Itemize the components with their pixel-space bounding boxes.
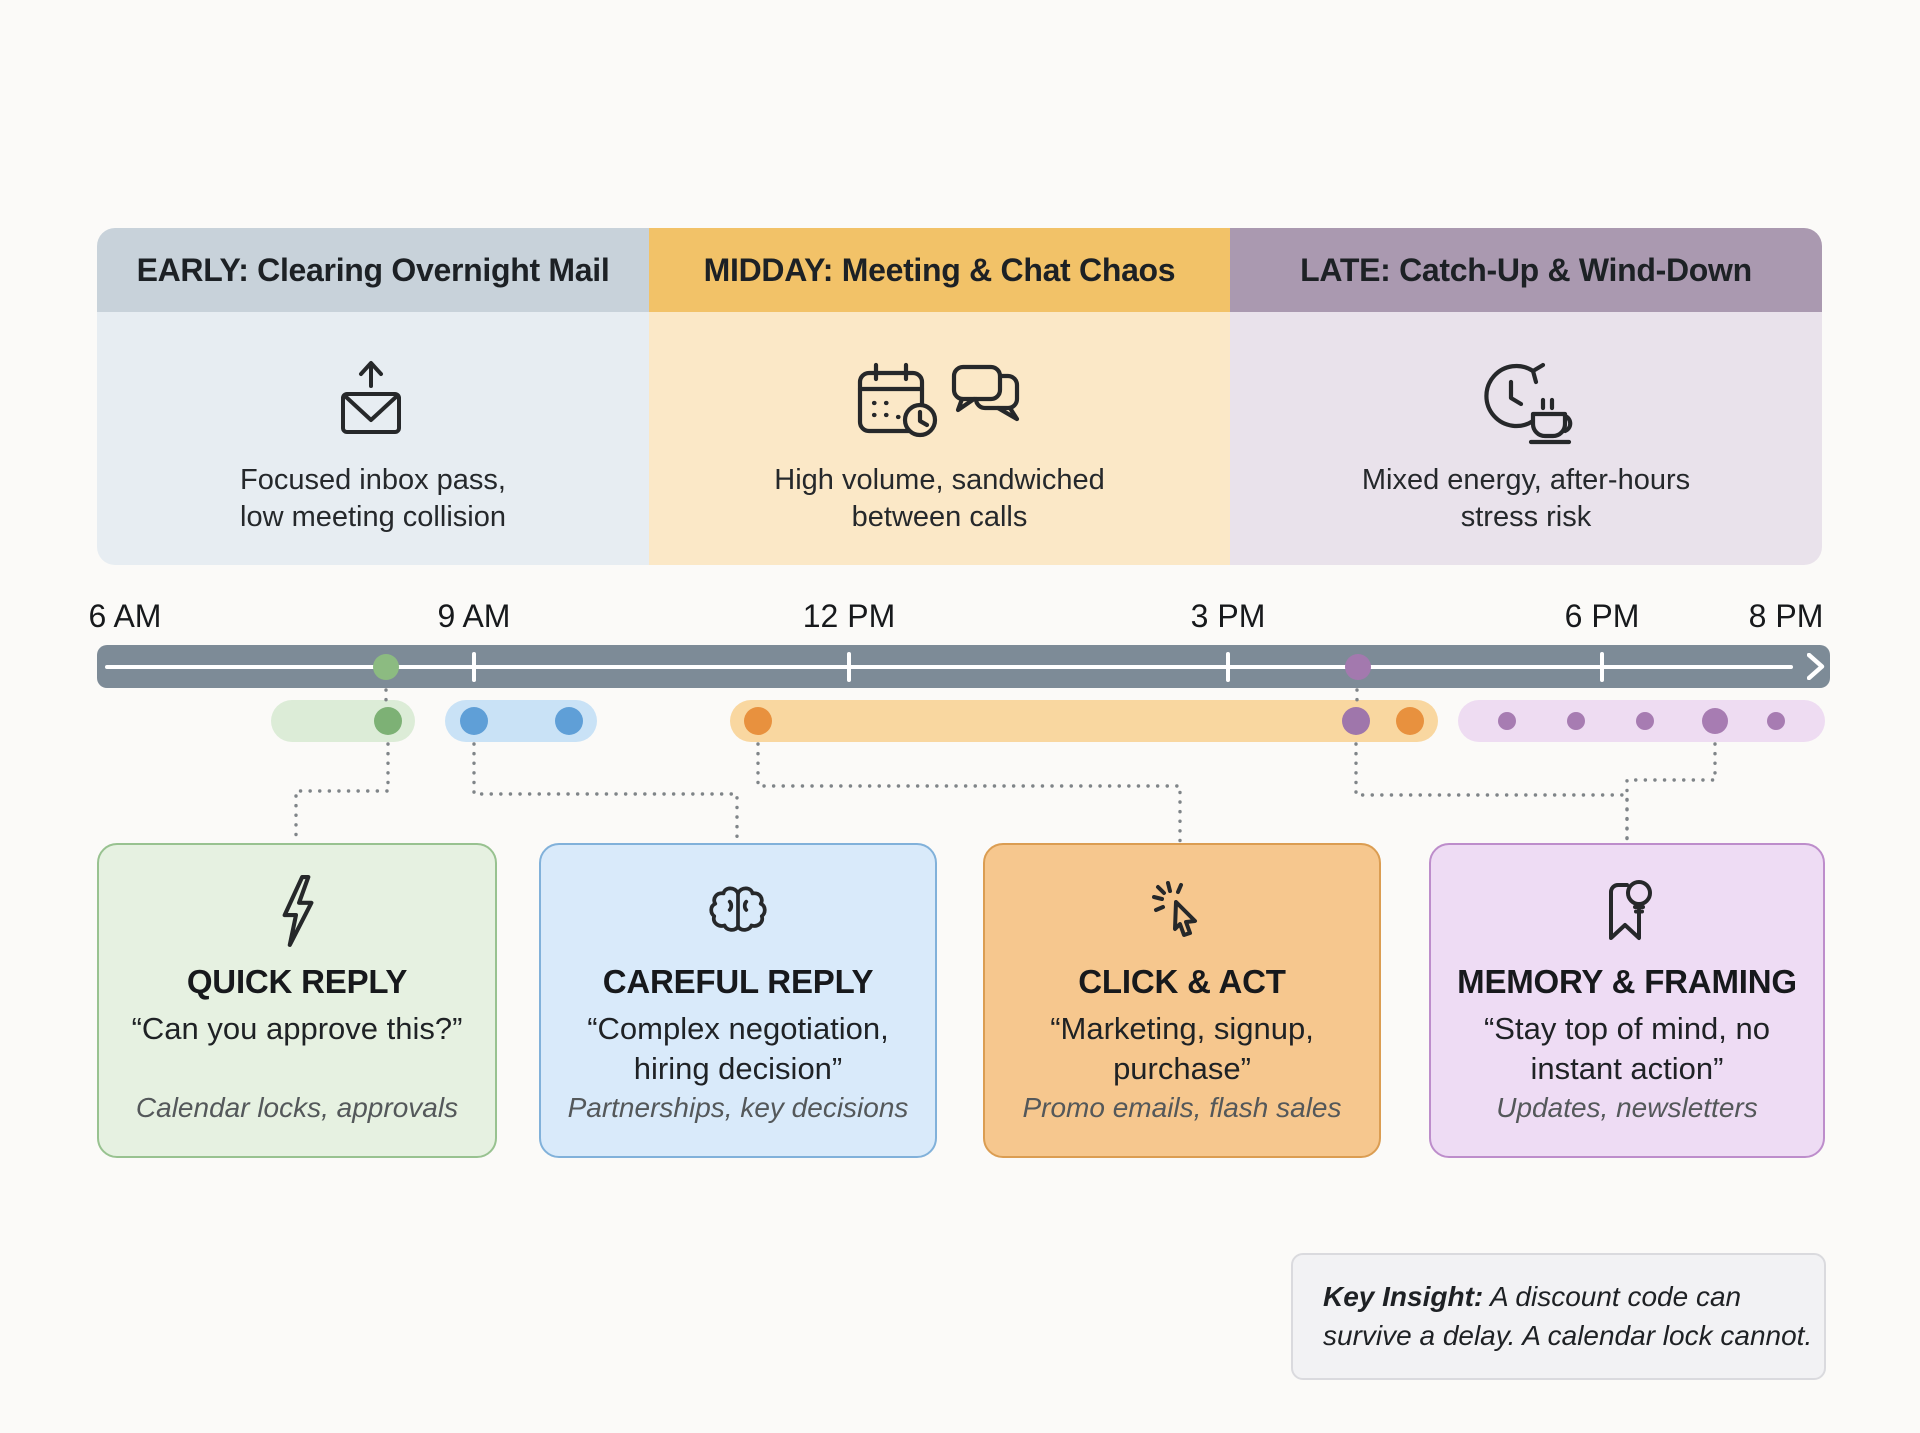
timeline-tick xyxy=(472,652,476,682)
card-careful-reply-caption: Partnerships, key decisions xyxy=(567,1092,909,1123)
dashed-connector xyxy=(1354,742,1629,844)
phase-early-body: Focused inbox pass, low meeting collisio… xyxy=(97,312,649,565)
phase-early-title: EARLY: Clearing Overnight Mail xyxy=(136,251,610,288)
card-click-act-caption: Promo emails, flash sales xyxy=(1022,1092,1342,1123)
event-dot xyxy=(1702,708,1728,734)
phase-band-midday: MIDDAY: Meeting & Chat Chaos xyxy=(649,228,1230,565)
event-dot xyxy=(1342,707,1370,735)
phase-band-early: EARLY: Clearing Overnight Mail Focused i… xyxy=(97,228,649,565)
timeline-tick-label: 3 PM xyxy=(1190,598,1266,634)
card-quick-reply-quote: “Can you approve this?” xyxy=(131,1011,463,1046)
card-memory-framing-caption: Updates, newsletters xyxy=(1496,1092,1758,1123)
cursor-click-icon xyxy=(1152,873,1212,949)
card-click-act-title: CLICK & ACT xyxy=(1078,963,1286,1000)
phase-late-title: LATE: Catch-Up & Wind-Down xyxy=(1300,251,1752,288)
card-careful-reply: CAREFUL REPLY “Complex negotiation, hiri… xyxy=(539,843,937,1158)
mail-send-icon xyxy=(329,356,417,448)
dashed-connector xyxy=(1625,742,1717,844)
card-careful-reply-title: CAREFUL REPLY xyxy=(602,963,874,1000)
event-dot xyxy=(1767,712,1785,730)
card-quick-reply: QUICK REPLY “Can you approve this?” Cale… xyxy=(97,843,497,1158)
event-dot xyxy=(1396,707,1424,735)
dashed-connector xyxy=(294,742,390,844)
phase-late-body: Mixed energy, after-hours stress risk xyxy=(1230,312,1822,565)
activity-pill-early-burst xyxy=(271,700,415,742)
card-quick-reply-caption: Calendar locks, approvals xyxy=(135,1092,459,1123)
lightning-icon xyxy=(274,873,320,949)
phase-late-caption: Mixed energy, after-hours stress risk xyxy=(1361,464,1691,533)
activity-pill-morning-window xyxy=(445,700,597,742)
key-insight-line2: survive a delay. A calendar lock cannot. xyxy=(1323,1320,1813,1351)
card-memory-framing-title: MEMORY & FRAMING xyxy=(1457,963,1797,1000)
calendar-clock-chat-icon xyxy=(854,356,1026,448)
brain-icon xyxy=(707,873,769,949)
key-insight-box: Key Insight: A discount code can survive… xyxy=(1291,1253,1826,1380)
phase-midday-body: High volume, sandwiched between calls xyxy=(649,312,1230,565)
phase-bands: EARLY: Clearing Overnight Mail Focused i… xyxy=(97,228,1822,565)
activity-pill-evening-window xyxy=(1458,700,1825,742)
timeline-tick-label: 6 PM xyxy=(1564,598,1640,634)
phase-midday-title: MIDDAY: Meeting & Chat Chaos xyxy=(703,251,1176,288)
phase-band-late: LATE: Catch-Up & Wind-Down Mixed energy,… xyxy=(1230,228,1822,565)
bookmark-bulb-icon xyxy=(1599,873,1655,949)
timeline-tick-label: 12 PM xyxy=(802,598,896,634)
event-dot xyxy=(1636,712,1654,730)
event-dot xyxy=(1498,712,1516,730)
phase-midday-caption: High volume, sandwiched between calls xyxy=(774,464,1105,533)
timeline-tick xyxy=(1600,652,1604,682)
card-click-act: CLICK & ACT “Marketing, signup, purchase… xyxy=(983,843,1381,1158)
timeline-tick-label: 6 AM xyxy=(88,598,162,634)
timeline-marker-dot xyxy=(1345,653,1371,680)
timeline-arrow-icon xyxy=(1807,653,1825,680)
phase-early-caption: Focused inbox pass, low meeting collisio… xyxy=(240,464,506,533)
card-memory-framing-quote: “Stay top of mind, no instant action” xyxy=(1483,1011,1771,1086)
event-dot xyxy=(744,707,772,735)
card-click-act-quote: “Marketing, signup, purchase” xyxy=(1050,1011,1314,1086)
card-quick-reply-title: QUICK REPLY xyxy=(186,963,408,1000)
key-insight-line1: Key Insight: A discount code can xyxy=(1323,1281,1742,1312)
phase-early-header: EARLY: Clearing Overnight Mail xyxy=(97,228,649,312)
timeline-tick xyxy=(847,652,851,682)
card-careful-reply-quote: “Complex negotiation, hiring decision” xyxy=(587,1011,889,1086)
clock-coffee-icon xyxy=(1473,356,1579,448)
phase-late-header: LATE: Catch-Up & Wind-Down xyxy=(1230,228,1822,312)
key-insight-label: Key Insight: xyxy=(1323,1281,1484,1312)
timeline-axis-line xyxy=(105,665,1793,669)
timeline-tick-label: 8 PM xyxy=(1748,598,1824,634)
event-dot xyxy=(460,707,488,735)
card-memory-framing: MEMORY & FRAMING “Stay top of mind, no i… xyxy=(1429,843,1825,1158)
dashed-connector xyxy=(472,742,739,844)
event-dot xyxy=(374,707,402,735)
timeline-tick-label: 9 AM xyxy=(437,598,511,634)
event-dot xyxy=(1567,712,1585,730)
timeline-tick xyxy=(1226,652,1230,682)
dashed-connector xyxy=(756,742,1182,844)
phase-midday-header: MIDDAY: Meeting & Chat Chaos xyxy=(649,228,1230,312)
event-dot xyxy=(555,707,583,735)
activity-pill-midday-block xyxy=(730,700,1438,742)
timeline-marker-dot xyxy=(373,653,399,680)
timeline-bar xyxy=(97,645,1830,688)
